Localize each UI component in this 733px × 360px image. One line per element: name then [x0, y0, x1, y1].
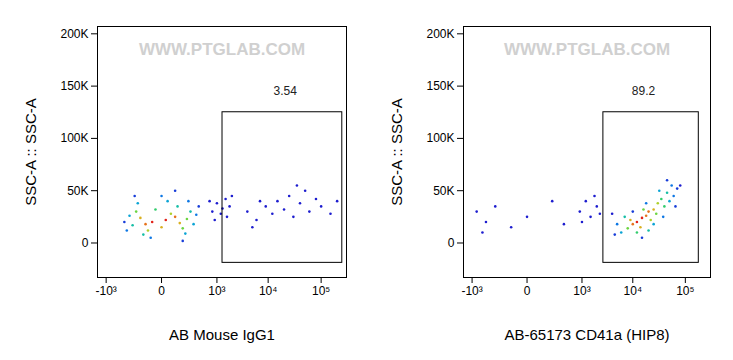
svg-text:SSC-A :: SSC-A: SSC-A :: SSC-A [22, 98, 39, 206]
svg-text:10⁵: 10⁵ [676, 284, 694, 298]
svg-text:10⁴: 10⁴ [624, 284, 643, 298]
svg-text:100K: 100K [60, 131, 88, 145]
svg-text:150K: 150K [60, 79, 88, 93]
svg-text:0: 0 [448, 236, 455, 250]
svg-text:200K: 200K [60, 27, 88, 41]
svg-text:-10³: -10³ [461, 284, 482, 298]
svg-text:AB-65173 CD41a (HIP8): AB-65173 CD41a (HIP8) [504, 326, 669, 343]
svg-text:3.54: 3.54 [273, 84, 297, 98]
svg-text:10³: 10³ [573, 284, 590, 298]
svg-text:50K: 50K [433, 184, 454, 198]
svg-text:50K: 50K [67, 184, 88, 198]
svg-text:150K: 150K [426, 79, 454, 93]
svg-text:-10³: -10³ [95, 284, 116, 298]
svg-text:100K: 100K [426, 131, 454, 145]
svg-text:10⁴: 10⁴ [259, 284, 278, 298]
svg-text:89.2: 89.2 [632, 84, 656, 98]
svg-text:200K: 200K [426, 27, 454, 41]
svg-text:WWW.PTGLAB.COM: WWW.PTGLAB.COM [139, 40, 305, 59]
svg-text:0: 0 [82, 236, 89, 250]
svg-text:10⁵: 10⁵ [312, 284, 330, 298]
svg-text:WWW.PTGLAB.COM: WWW.PTGLAB.COM [504, 40, 670, 59]
svg-text:0: 0 [524, 284, 531, 298]
svg-text:SSC-A :: SSC-A: SSC-A :: SSC-A [388, 98, 405, 206]
svg-text:AB Mouse IgG1: AB Mouse IgG1 [169, 326, 275, 343]
svg-text:0: 0 [158, 284, 165, 298]
svg-text:10³: 10³ [208, 284, 225, 298]
